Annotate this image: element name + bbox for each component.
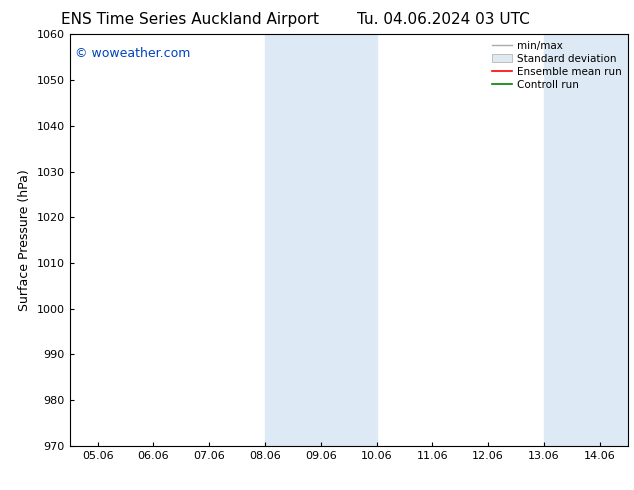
- Text: © woweather.com: © woweather.com: [75, 47, 191, 60]
- Legend: min/max, Standard deviation, Ensemble mean run, Controll run: min/max, Standard deviation, Ensemble me…: [488, 36, 626, 94]
- Bar: [544, 34, 628, 446]
- Text: ENS Time Series Auckland Airport: ENS Time Series Auckland Airport: [61, 12, 319, 27]
- Text: Tu. 04.06.2024 03 UTC: Tu. 04.06.2024 03 UTC: [358, 12, 530, 27]
- Bar: [265, 34, 377, 446]
- Y-axis label: Surface Pressure (hPa): Surface Pressure (hPa): [18, 169, 31, 311]
